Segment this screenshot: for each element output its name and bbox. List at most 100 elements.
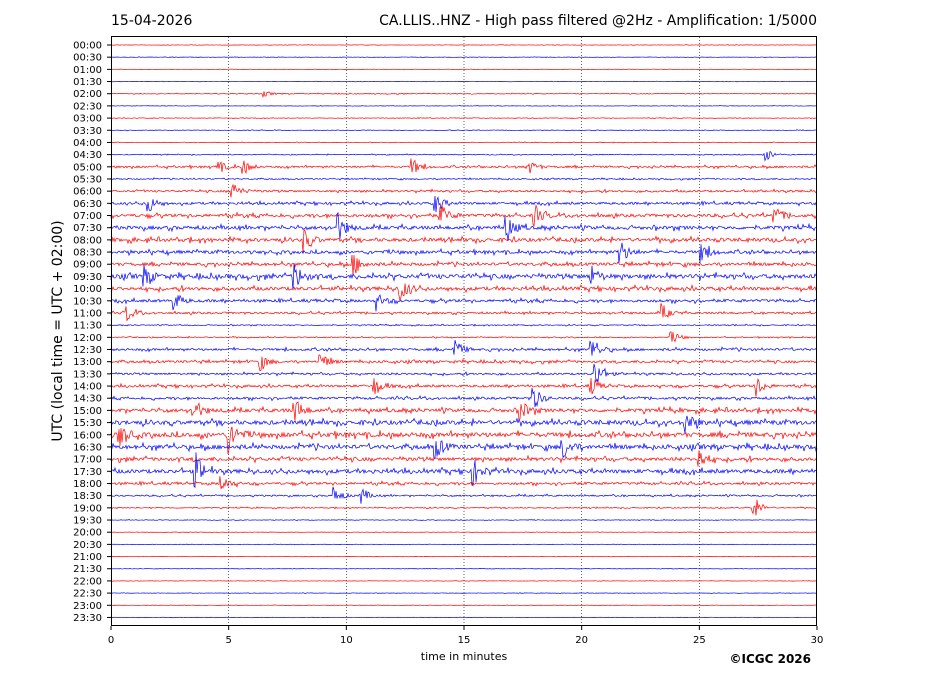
trace-1600 (110, 426, 818, 455)
trace-0500 (110, 158, 818, 175)
x-tick-label: 15 (458, 635, 471, 646)
row-label: 16:30 (73, 442, 102, 453)
trace-2300 (110, 604, 818, 607)
trace-2100 (110, 555, 818, 558)
trace-1130 (110, 323, 818, 327)
row-label: 03:00 (73, 114, 102, 125)
plot-frame (111, 36, 817, 626)
trace-1730 (110, 452, 818, 489)
row-label: 04:30 (73, 150, 102, 161)
row-label: 01:00 (73, 65, 102, 76)
row-label: 05:30 (73, 174, 102, 185)
trace-1830 (110, 486, 818, 504)
x-tick-label: 25 (693, 635, 706, 646)
row-label: 17:00 (73, 455, 102, 466)
row-label: 06:30 (73, 199, 102, 210)
row-label: 06:00 (73, 187, 102, 198)
row-label: 12:30 (73, 345, 102, 356)
row-label: 15:00 (73, 406, 102, 417)
trace-0600 (110, 183, 818, 198)
row-label: 23:30 (73, 613, 102, 624)
trace-0230 (110, 105, 818, 107)
trace-0300 (110, 117, 818, 120)
trace-2230 (110, 592, 818, 594)
row-label: 13:30 (73, 369, 102, 380)
chart-title: CA.LLIS..HNZ - High pass filtered @2Hz -… (379, 13, 817, 29)
trace-0930 (110, 263, 818, 291)
trace-2330 (110, 616, 817, 619)
row-label: 15:30 (73, 418, 102, 429)
row-label: 07:00 (73, 211, 102, 222)
row-label: 00:00 (73, 41, 102, 52)
trace-0030 (110, 56, 818, 58)
trace-1100 (110, 303, 818, 322)
trace-0530 (110, 177, 818, 181)
row-label: 20:30 (73, 540, 102, 551)
row-label: 10:30 (73, 296, 102, 307)
row-label: 23:00 (73, 601, 102, 612)
row-label: 11:30 (73, 321, 102, 332)
trace-1900 (110, 499, 818, 516)
row-label: 04:00 (73, 138, 102, 149)
row-label: 07:30 (73, 223, 102, 234)
x-tick-label: 0 (108, 635, 114, 646)
chart-date: 15-04-2026 (111, 13, 192, 29)
trace-0000 (110, 44, 818, 46)
row-label: 14:00 (73, 382, 102, 393)
row-label: 16:00 (73, 430, 102, 441)
trace-0700 (110, 204, 818, 228)
trace-1700 (110, 450, 818, 467)
vertical-grid (228, 37, 700, 625)
trace-2130 (110, 567, 818, 570)
row-label: 01:30 (73, 77, 102, 88)
trace-1400 (110, 377, 818, 397)
row-label: 03:30 (73, 126, 102, 137)
x-axis-ticks: 0 5 10 15 20 25 30 (108, 626, 824, 646)
trace-0800 (110, 228, 818, 253)
row-label: 10:00 (73, 284, 102, 295)
y-axis-label: UTC (local time = UTC + 02:00) (50, 220, 66, 441)
row-label: 05:00 (73, 162, 102, 173)
row-label: 21:30 (73, 564, 102, 575)
row-label: 21:00 (73, 552, 102, 563)
x-tick-label: 10 (340, 635, 353, 646)
row-label: 18:00 (73, 479, 102, 490)
x-tick-label: 30 (811, 635, 824, 646)
trace-0900 (110, 254, 818, 276)
row-label: 09:00 (73, 260, 102, 271)
row-label: 19:00 (73, 503, 102, 514)
trace-0630 (110, 195, 818, 213)
x-tick-label: 5 (225, 635, 231, 646)
trace-1530 (110, 415, 818, 434)
trace-0100 (110, 68, 818, 71)
row-label: 00:30 (73, 53, 102, 64)
row-label: 19:30 (73, 516, 102, 527)
trace-1330 (110, 363, 818, 383)
trace-2030 (110, 543, 818, 546)
row-label: 14:30 (73, 394, 102, 405)
trace-0430 (110, 150, 818, 162)
trace-1300 (110, 354, 818, 372)
row-label: 02:30 (73, 101, 102, 112)
trace-0200 (110, 91, 818, 99)
trace-0130 (110, 80, 818, 83)
copyright-notice: ©ICGC 2026 (729, 652, 811, 666)
seismic-traces (110, 44, 818, 619)
trace-1500 (110, 401, 818, 421)
x-tick-label: 20 (575, 635, 588, 646)
trace-1800 (110, 476, 818, 490)
trace-2000 (110, 531, 818, 533)
row-label: 11:00 (73, 308, 102, 319)
row-label: 18:30 (73, 491, 102, 502)
row-label: 22:30 (73, 589, 102, 600)
trace-1200 (110, 331, 818, 343)
trace-0400 (110, 141, 818, 144)
row-label: 02:00 (73, 89, 102, 100)
trace-0830 (110, 242, 818, 263)
row-label: 12:00 (73, 333, 102, 344)
trace-1630 (110, 440, 818, 460)
trace-0330 (110, 129, 818, 132)
row-label: 20:00 (73, 528, 102, 539)
